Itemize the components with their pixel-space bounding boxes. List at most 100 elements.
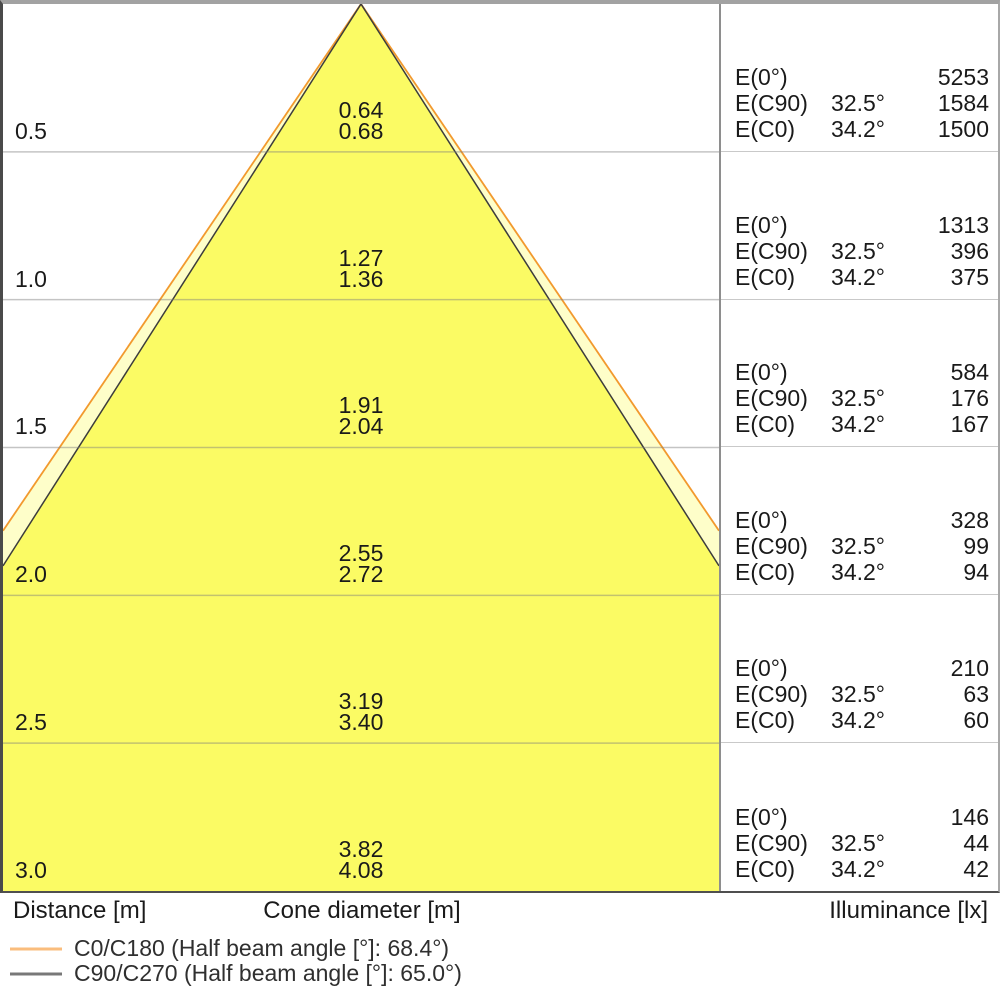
distance-label: 1.5	[15, 413, 47, 440]
ec0-value: 1500	[937, 115, 989, 142]
ec90-value: 44	[963, 829, 989, 856]
cone-panel: 0.5 0.64 0.68 1.0 1.27 1.36 1.5 1.91 2.0…	[3, 4, 719, 891]
ec90-angle: 32.5°	[831, 237, 885, 264]
cone-diameter-c90: 3.82	[338, 835, 384, 862]
distance-label: 3.0	[15, 856, 47, 883]
cone-diameter-c90: 1.91	[338, 392, 384, 419]
ec0-value: 42	[963, 855, 989, 882]
cone-diameter-c0: 2.04	[338, 413, 384, 440]
cone-row-3.0m: 3.0 3.82 4.08	[3, 743, 719, 891]
ec0-angle: 34.2°	[831, 263, 885, 290]
ec90-label: E(C90)	[735, 681, 808, 708]
c0-line-swatch-icon	[10, 947, 62, 950]
ec90-angle: 32.5°	[831, 89, 885, 116]
cone-diameter-c90: 3.19	[338, 688, 384, 715]
illuminance-line-e0: E(0°) 5253	[735, 64, 989, 90]
e0-angle	[827, 507, 885, 533]
illuminance-line-e0: E(0°) 584	[735, 359, 989, 385]
e0-value: 5253	[937, 63, 989, 90]
cone-diameter-values: 3.82 4.08	[3, 835, 719, 883]
ec0-angle: 34.2°	[831, 559, 885, 586]
axis-labels: Distance [m] Cone diameter [m] Illuminan…	[0, 897, 1000, 925]
axis-label-distance: Distance [m]	[13, 897, 147, 924]
ec90-label: E(C90)	[735, 385, 808, 412]
illuminance-line-ec0: E(C0) 34.2° 375	[735, 264, 989, 290]
ec90-value: 63	[963, 681, 989, 708]
cone-diameter-c90: 1.27	[338, 244, 384, 271]
c90-line-swatch-icon	[10, 972, 62, 975]
cone-row-0.5m: 0.5 0.64 0.68	[3, 4, 719, 152]
ec90-label: E(C90)	[735, 533, 808, 560]
ec90-label: E(C90)	[735, 89, 808, 116]
legend-label-c90: C90/C270 (Half beam angle [°]: 65.0°)	[74, 960, 462, 986]
cone-diameter-values: 2.55 2.72	[3, 540, 719, 588]
cone-diameter-c90: 0.64	[338, 96, 384, 123]
axis-label-illuminance: Illuminance [lx]	[829, 897, 988, 924]
cone-diameter-c0: 3.40	[338, 709, 384, 736]
cone-c90-fill	[3, 4, 719, 891]
panel-divider	[719, 4, 721, 891]
e0-label: E(0°)	[735, 211, 788, 238]
ec90-label: E(C90)	[735, 829, 808, 856]
cone-diameter-c0: 0.68	[338, 117, 384, 144]
illuminance-line-ec0: E(C0) 34.2° 167	[735, 411, 989, 437]
e0-label: E(0°)	[735, 803, 788, 830]
cone-diameter-c0: 2.72	[338, 561, 384, 588]
ec0-angle: 34.2°	[831, 855, 885, 882]
cone-diameter-c0: 4.08	[338, 856, 384, 883]
cone-diameter-values: 1.27 1.36	[3, 244, 719, 292]
illuminance-line-ec0: E(C0) 34.2° 1500	[735, 116, 989, 142]
cone-diameter-c90: 2.55	[338, 540, 384, 567]
ec0-label: E(C0)	[735, 559, 796, 586]
cone-svg	[3, 4, 719, 891]
distance-label: 2.5	[15, 709, 47, 736]
illuminance-line-ec0: E(C0) 34.2° 60	[735, 707, 989, 733]
e0-label: E(0°)	[735, 507, 788, 534]
cone-c90-edge-left	[3, 4, 362, 567]
e0-angle	[827, 212, 885, 238]
ec0-angle: 34.2°	[831, 411, 885, 438]
e0-angle	[827, 359, 885, 385]
e0-angle	[827, 804, 885, 830]
illuminance-line-e0: E(0°) 210	[735, 655, 989, 681]
ec0-label: E(C0)	[735, 411, 796, 438]
ec90-label: E(C90)	[735, 237, 808, 264]
illuminance-line-e0: E(0°) 1313	[735, 212, 989, 238]
ec0-label: E(C0)	[735, 855, 796, 882]
e0-value: 1313	[937, 211, 989, 238]
ec90-value: 99	[963, 533, 989, 560]
illuminance-line-ec0: E(C0) 34.2° 94	[735, 559, 989, 585]
cone-row-2.5m: 2.5 3.19 3.40	[3, 595, 719, 743]
ec0-angle: 34.2°	[831, 707, 885, 734]
e0-value: 328	[950, 507, 989, 534]
illuminance-panel: E(0°) 5253 E(C90) 32.5° 1584 E(C0) 34.2°…	[721, 4, 998, 891]
cone-diameter-values: 1.91 2.04	[3, 392, 719, 440]
legend-label-c0: C0/C180 (Half beam angle [°]: 68.4°)	[74, 935, 450, 961]
illuminance-line-ec90: E(C90) 32.5° 63	[735, 681, 989, 707]
cone-diameter-c0: 1.36	[338, 265, 384, 292]
cone-row-1.5m: 1.5 1.91 2.04	[3, 300, 719, 448]
e0-angle	[827, 655, 885, 681]
ec90-value: 176	[950, 385, 989, 412]
illuminance-line-ec90: E(C90) 32.5° 176	[735, 385, 989, 411]
illuminance-row-2.0m: E(0°) 328 E(C90) 32.5° 99 E(C0) 34.2° 94	[721, 447, 998, 596]
e0-label: E(0°)	[735, 359, 788, 386]
illuminance-row-3.0m: E(0°) 146 E(C90) 32.5° 44 E(C0) 34.2° 42	[721, 743, 998, 891]
illuminance-line-ec90: E(C90) 32.5° 44	[735, 830, 989, 856]
legend-item-c90: C90/C270 (Half beam angle [°]: 65.0°)	[10, 960, 462, 986]
ec90-angle: 32.5°	[831, 533, 885, 560]
e0-value: 146	[950, 803, 989, 830]
e0-label: E(0°)	[735, 655, 788, 682]
cone-c0-edge-left	[3, 4, 362, 532]
ec90-angle: 32.5°	[831, 681, 885, 708]
distance-label: 1.0	[15, 265, 47, 292]
illuminance-row-1.0m: E(0°) 1313 E(C90) 32.5° 396 E(C0) 34.2° …	[721, 152, 998, 300]
cone-diameter-values: 3.19 3.40	[3, 688, 719, 736]
ec0-value: 94	[963, 559, 989, 586]
ec0-value: 167	[950, 411, 989, 438]
illuminance-line-ec90: E(C90) 32.5° 396	[735, 238, 989, 264]
cone-row-2.0m: 2.0 2.55 2.72	[3, 448, 719, 596]
axis-label-cone-diameter: Cone diameter [m]	[263, 897, 461, 924]
cone-c90-edge-right	[360, 4, 719, 567]
